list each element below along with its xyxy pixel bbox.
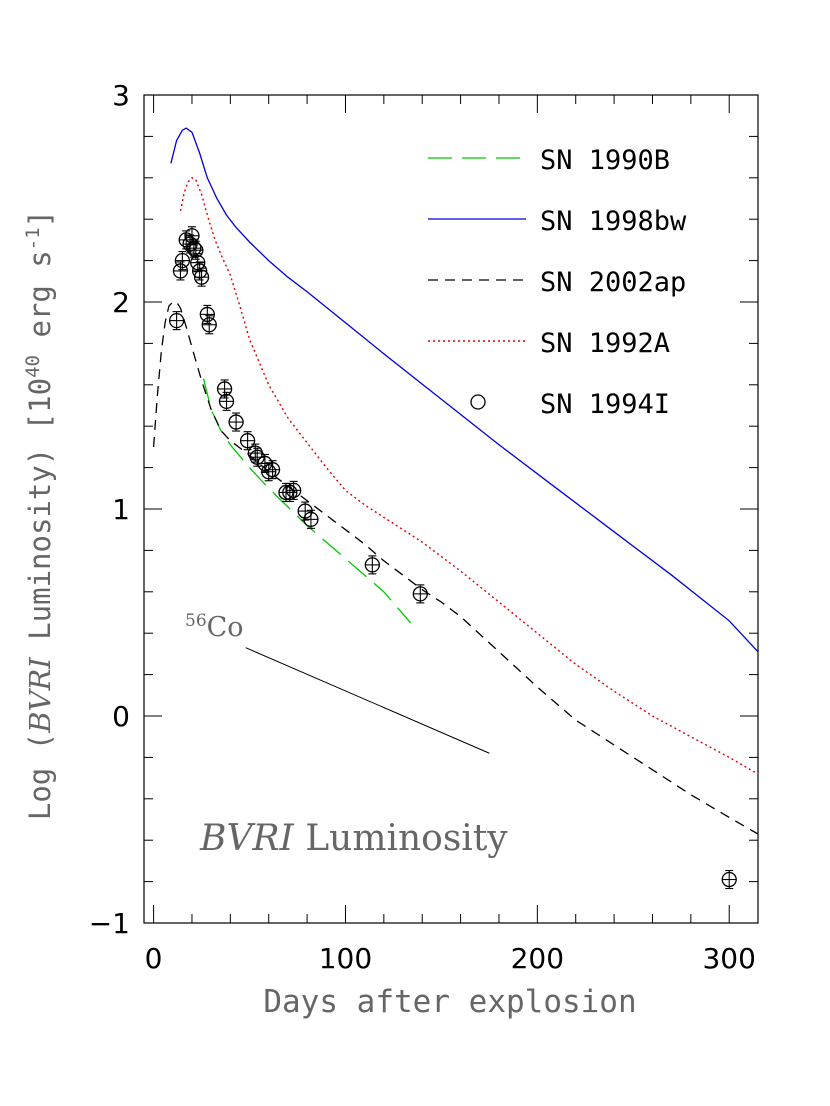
panel-label: BVRI Luminosity — [199, 818, 508, 859]
y-tick-label: −1 — [89, 907, 130, 940]
data-point — [184, 228, 200, 244]
panel-label-italic: BVRI — [199, 818, 295, 859]
data-point — [201, 317, 217, 333]
axis-ticks — [144, 94, 758, 924]
legend: SN 1990B SN 1998bw SN 2002ap SN 1992A SN 199… — [428, 145, 687, 420]
y-tick-label: 1 — [112, 493, 130, 526]
data-point — [257, 455, 273, 472]
data-point — [297, 503, 313, 519]
legend-label-sn-1992a: SN 1992A — [540, 328, 670, 359]
y-label-unit: erg s — [23, 250, 57, 355]
series-line-sn-1992a — [179, 176, 759, 775]
legend-label-sn-2002ap: SN 2002ap — [540, 267, 686, 298]
data-point — [216, 381, 233, 397]
y-label-middle: Luminosity) [10 — [23, 378, 57, 657]
data-point — [364, 557, 380, 573]
data-point — [168, 312, 185, 329]
y-label-exponent: 40 — [22, 355, 44, 378]
co56-slope-line — [245, 647, 490, 754]
co56-label-text: Co — [207, 612, 244, 643]
y-axis-label: Log (BVRI Luminosity) [1040 erg s-1] — [22, 210, 57, 820]
data-point — [721, 871, 737, 888]
series-layer — [152, 127, 759, 890]
data-point — [193, 269, 210, 285]
data-point — [303, 511, 319, 527]
data-point — [191, 263, 208, 279]
data-point — [249, 449, 265, 465]
y-label-unit-exponent: -1 — [22, 227, 44, 250]
data-point — [174, 252, 191, 269]
co56-label: 56Co — [185, 611, 244, 643]
legend-marker-sn-1994i — [470, 394, 486, 410]
data-point — [172, 263, 189, 279]
series-sn-1994i — [168, 226, 737, 890]
series-line-sn-1998bw — [170, 127, 759, 653]
y-tick-label: 2 — [112, 286, 130, 319]
legend-label-sn-1990b: SN 1990B — [540, 145, 670, 176]
y-label-prefix: Log ( — [23, 733, 57, 820]
y-tick-label: 3 — [112, 79, 130, 112]
x-tick-label: 300 — [702, 942, 755, 975]
tick-labels: 0 100 200 300 −1 0 1 2 3 — [89, 79, 756, 975]
series-line-sn-2002ap — [152, 301, 759, 835]
data-point — [264, 462, 281, 478]
legend-label-sn-1998bw: SN 1998bw — [540, 206, 687, 237]
data-point — [412, 586, 428, 602]
x-tick-label: 200 — [511, 942, 564, 975]
panel-label-rest: Luminosity — [294, 818, 509, 859]
legend-label-sn-1994i: SN 1994I — [540, 389, 670, 420]
y-label-italic: BVRI — [23, 657, 57, 734]
y-label-suffix: ] — [23, 210, 57, 227]
data-point — [239, 433, 256, 449]
data-point — [199, 306, 215, 323]
data-point — [188, 242, 204, 258]
y-tick-label: 0 — [112, 700, 130, 733]
x-axis-label: Days after explosion — [263, 984, 636, 1020]
data-point — [286, 482, 302, 499]
data-point — [182, 236, 198, 252]
data-point — [190, 255, 206, 271]
co56-label-superscript: 56 — [185, 611, 207, 631]
x-tick-label: 0 — [145, 942, 163, 975]
series-line-sn-1990b — [202, 378, 412, 624]
data-point — [218, 393, 235, 410]
data-point — [228, 414, 244, 430]
x-tick-label: 100 — [319, 942, 372, 975]
